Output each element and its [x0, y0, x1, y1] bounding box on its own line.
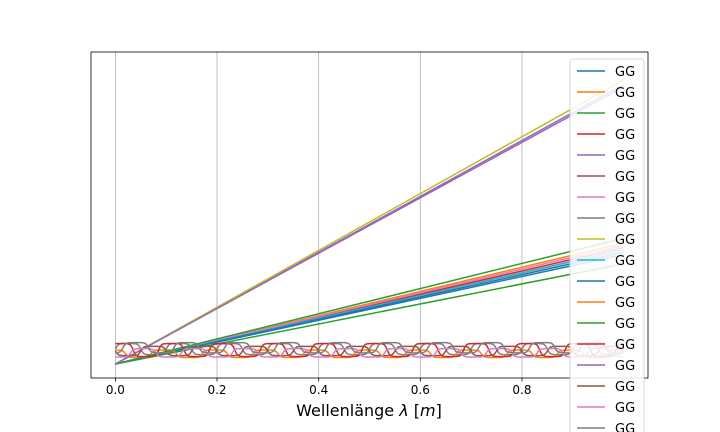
series-line-14 — [115, 342, 624, 358]
x-grid — [114, 52, 523, 378]
legend-label: GG — [615, 149, 635, 164]
legend-label: GG — [615, 359, 635, 374]
series-line-3 — [115, 263, 624, 365]
legend-label: GG — [615, 317, 635, 332]
legend-label: GG — [615, 296, 635, 311]
series-line-8 — [114, 342, 625, 356]
legend-label: GG — [615, 275, 635, 290]
plot-area-frame — [90, 51, 649, 379]
legend-label: GG — [615, 401, 635, 416]
series-line-13 — [115, 237, 624, 365]
legend-label: GG — [615, 380, 635, 395]
legend-label: GG — [615, 233, 635, 248]
legend-label: GG — [615, 65, 635, 80]
series-group — [114, 79, 625, 365]
legend-label: GG — [615, 128, 635, 143]
legend-label: GG — [615, 86, 635, 101]
series-line-9 — [115, 79, 624, 365]
legend-label: GG — [615, 170, 635, 185]
x-tick-label: 0.2 — [207, 383, 226, 397]
x-tick-label: 0.6 — [411, 383, 430, 397]
legend-label: GG — [615, 254, 635, 269]
series-line-15 — [115, 86, 624, 365]
series-line-18 — [115, 341, 624, 354]
series-line-7 — [115, 244, 624, 365]
series-line-16 — [114, 345, 625, 357]
legend-label: GG — [615, 107, 635, 122]
legend-label: GG — [615, 422, 635, 432]
x-axis-ticks: 0.0 0.2 0.4 0.6 0.8 — [106, 378, 532, 397]
x-tick-label: 0.0 — [106, 383, 125, 397]
legend-label: GG — [615, 338, 635, 353]
legend-label: GG — [615, 212, 635, 227]
x-tick-label: 0.8 — [512, 383, 531, 397]
legend: GG GG GG GG GG GG GG GG GG GG GG GG GG GG GG GG GG GG — [569, 58, 645, 432]
x-tick-label: 0.4 — [309, 383, 328, 397]
x-axis-label: Wellenlänge λ [m] — [296, 401, 442, 420]
legend-label: GG — [615, 191, 635, 206]
series-line-11 — [115, 251, 624, 365]
legend-box — [569, 58, 645, 432]
